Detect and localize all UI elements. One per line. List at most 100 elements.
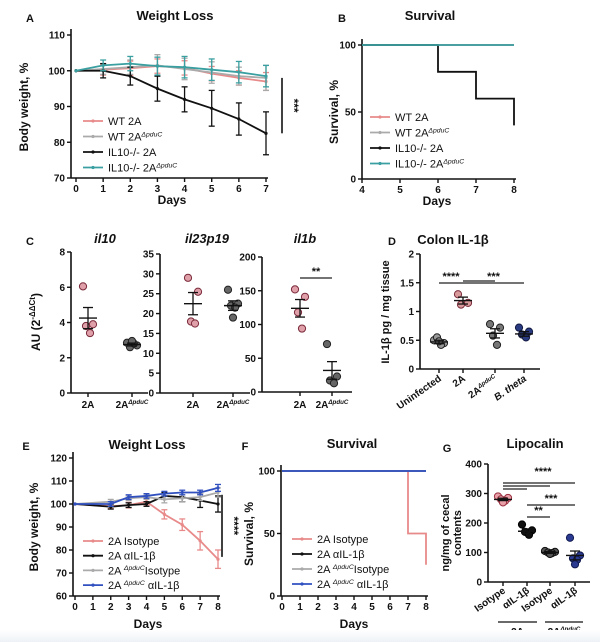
legend-label: 2A Isotype	[317, 534, 368, 546]
x-tick-label: 8	[511, 185, 517, 196]
series-2	[74, 62, 269, 156]
data-point	[144, 502, 149, 506]
text-part: )	[29, 293, 43, 297]
group-0	[78, 282, 98, 338]
data-point	[216, 557, 220, 561]
y-axis-label: Body weight, %	[27, 482, 41, 571]
significance-label: ***	[487, 271, 501, 283]
y-tick-label: 70	[56, 569, 68, 580]
category-label: Uninfected	[395, 373, 444, 412]
y-tick-label: 110	[51, 477, 68, 488]
legend-label: 2A ΔpduCIsotype	[317, 564, 389, 576]
legend-marker	[91, 119, 95, 123]
panel-label-b: B	[338, 13, 346, 25]
x-tick-label: 4	[182, 184, 188, 195]
y-tick-label: 0	[59, 389, 65, 400]
significance-label: ***	[545, 493, 559, 505]
y-tick-label: 35	[143, 250, 155, 261]
y-tick-label: 400	[465, 460, 482, 471]
y-tick-label: 200	[239, 253, 256, 264]
text-part: αIL-1β	[354, 579, 389, 591]
y-tick-label: 300	[465, 489, 482, 500]
data-point	[290, 285, 300, 294]
data-point	[180, 523, 184, 527]
y-tick-label: 20	[143, 309, 155, 320]
data-point	[495, 323, 505, 332]
x-tick-label: 8	[423, 602, 429, 613]
data-point	[329, 379, 339, 388]
group-1	[122, 336, 142, 352]
y-tick-label: 90	[56, 523, 68, 534]
legend-marker	[378, 130, 382, 135]
y-tick-label: 100	[258, 467, 275, 478]
y-tick-label: 5	[148, 369, 154, 380]
significance-label: **	[312, 266, 321, 278]
text-part: 2A	[108, 565, 124, 577]
group-2	[485, 320, 505, 349]
legend-label: WT 2A	[108, 116, 142, 128]
text-part: IL10-/- 2A	[108, 163, 157, 175]
x-tick-label: 7	[405, 602, 411, 613]
data-point	[322, 339, 332, 349]
y-tick-label: 0	[408, 365, 414, 376]
superscript: ΔpduC	[123, 565, 145, 572]
significance-label: ***	[287, 99, 301, 113]
superscript: ΔpduC	[228, 399, 249, 406]
x-axis-label: Days	[423, 194, 452, 208]
x-tick-label: 2	[108, 602, 114, 613]
x-axis-label: Days	[158, 193, 187, 207]
x-tick-label: 4	[144, 602, 150, 613]
text-part: AU (2	[29, 319, 43, 351]
y-tick-label: 50	[264, 529, 276, 540]
data-point	[127, 503, 131, 507]
text-part: WT 2A	[395, 128, 429, 140]
y-tick-label: 150	[239, 286, 256, 297]
legend-marker	[91, 134, 95, 139]
group-1	[223, 285, 243, 322]
y-tick-label: 0	[250, 388, 256, 399]
superscript: ΔpduC	[123, 580, 145, 587]
series-3	[73, 483, 221, 507]
data-point	[297, 324, 307, 333]
y-axis-label: Survival, %	[327, 80, 341, 144]
legend-marker	[91, 554, 95, 558]
text-part: 2A	[108, 580, 124, 592]
text-part: 2A	[317, 579, 333, 591]
data-point	[223, 285, 233, 294]
data-point	[182, 65, 187, 69]
y-tick-label: 100	[48, 66, 65, 77]
x-tick-label: 1	[297, 602, 303, 613]
text-part: WT 2A	[108, 132, 142, 144]
group-0	[429, 333, 449, 349]
text-part: Isotype	[354, 564, 389, 576]
data-point	[155, 87, 160, 91]
x-tick-label: 5	[369, 602, 375, 613]
data-point	[216, 486, 220, 490]
y-tick-label: 25	[143, 289, 155, 300]
y-tick-label: 200	[465, 519, 482, 530]
x-tick-label: 3	[126, 602, 132, 613]
y-tick-label: 100	[465, 548, 482, 559]
y-tick-label: 100	[50, 500, 67, 511]
x-tick-label: 3	[333, 602, 339, 613]
text-part: IL10-/- 2A	[395, 159, 444, 171]
y-tick-label: 120	[50, 454, 67, 465]
superscript: ΔpduC	[127, 399, 148, 406]
legend-marker	[91, 165, 95, 170]
legend-label: WT 2A	[395, 112, 429, 124]
legend-marker	[91, 539, 95, 543]
superscript: ΔpduC	[155, 162, 177, 169]
x-tick-label: 6	[435, 185, 441, 196]
panel-label-e: E	[22, 441, 29, 453]
text-part: 2A	[116, 400, 129, 411]
category-label: 2A	[187, 400, 200, 411]
panel-label-g: G	[443, 443, 452, 455]
y-tick-label: 6	[59, 283, 65, 294]
group-0	[290, 285, 310, 333]
legend-label: WT 2AΔpduC	[395, 127, 449, 139]
legend-marker	[378, 161, 382, 166]
y-tick-label: 0	[350, 175, 356, 186]
data-point	[78, 282, 88, 291]
